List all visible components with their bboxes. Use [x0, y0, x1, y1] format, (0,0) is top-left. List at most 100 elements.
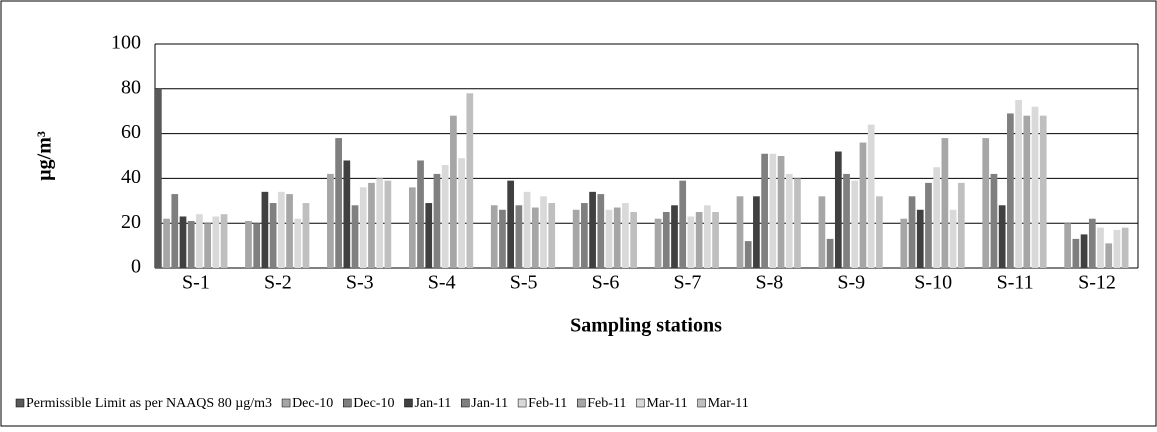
y-tick-label: 20 — [121, 211, 141, 233]
bar — [712, 212, 719, 268]
bar — [1121, 227, 1129, 268]
bar — [384, 180, 392, 268]
bar — [982, 138, 990, 268]
bar — [490, 205, 498, 268]
bar — [515, 205, 523, 268]
bar — [548, 203, 556, 268]
bar — [1039, 115, 1047, 269]
bar — [925, 182, 932, 268]
bar — [761, 153, 768, 268]
bar — [630, 212, 637, 268]
legend-label: Mar-11 — [708, 396, 749, 411]
legend-swatch — [343, 398, 352, 408]
bar — [351, 205, 359, 268]
bar — [876, 196, 883, 268]
bar — [605, 209, 613, 268]
bar — [597, 194, 605, 268]
bar — [425, 203, 433, 268]
bar — [826, 238, 834, 268]
bar — [269, 203, 277, 268]
bar — [343, 160, 351, 268]
bar — [687, 216, 695, 268]
bar — [368, 182, 375, 268]
x-tick-label: S-2 — [264, 272, 292, 294]
bar — [204, 223, 211, 268]
bar — [277, 191, 285, 268]
legend-swatch — [15, 398, 25, 408]
legend-swatch — [697, 398, 706, 408]
bar — [671, 205, 678, 268]
legend-swatch — [636, 398, 645, 408]
bar — [916, 209, 924, 268]
x-tick-label: S-8 — [755, 272, 783, 294]
legend-swatch — [404, 398, 413, 408]
bar — [695, 212, 703, 268]
bar — [654, 218, 662, 268]
bar — [466, 93, 474, 268]
bar — [777, 156, 785, 268]
legend-label: Jan-11 — [414, 396, 451, 411]
x-tick-label: S-11 — [997, 272, 1034, 294]
x-tick-label: S-1 — [182, 272, 210, 294]
legend-label: Dec-10 — [292, 396, 333, 411]
bar — [1088, 218, 1096, 268]
bar — [662, 212, 670, 268]
bar — [171, 194, 179, 268]
bar — [499, 209, 506, 268]
bar — [261, 191, 269, 268]
bar — [736, 196, 744, 268]
legend-swatch — [577, 398, 586, 408]
bar — [327, 173, 334, 268]
bar — [957, 182, 965, 268]
bar — [1105, 243, 1113, 268]
bar — [212, 216, 220, 268]
bar — [769, 153, 777, 268]
bar — [744, 241, 752, 268]
bar — [196, 214, 203, 268]
bar — [703, 205, 711, 268]
bar — [843, 173, 850, 268]
legend-swatch — [281, 398, 291, 408]
bar — [867, 124, 875, 268]
bar — [589, 191, 596, 268]
bar — [302, 203, 310, 268]
bar — [507, 180, 515, 268]
bar — [1080, 234, 1088, 268]
bar — [408, 187, 416, 268]
bar — [1072, 238, 1080, 268]
x-tick-label: S-3 — [346, 272, 374, 294]
bar — [540, 196, 547, 268]
bar — [220, 214, 228, 268]
x-tick-label: S-5 — [510, 272, 538, 294]
x-tick-label: S-6 — [592, 272, 620, 294]
legend-label: Mar-11 — [646, 396, 687, 411]
bar — [1015, 100, 1022, 268]
bar — [908, 196, 916, 268]
legend-label: Dec-10 — [353, 396, 394, 411]
bar — [359, 187, 367, 268]
legend-label: Jan-11 — [471, 396, 508, 411]
y-tick-label: 80 — [121, 76, 141, 98]
bar — [933, 167, 941, 268]
bar — [433, 173, 441, 268]
bar — [1064, 223, 1072, 268]
bar — [859, 142, 867, 268]
bar — [179, 216, 187, 268]
bar — [450, 115, 457, 269]
bar — [818, 196, 826, 268]
bar — [187, 220, 195, 268]
y-tick-label: 100 — [111, 32, 141, 54]
y-tick-label: 0 — [131, 256, 141, 278]
bar — [441, 164, 449, 268]
bar — [949, 209, 957, 268]
bar — [900, 218, 908, 268]
y-tick-label: 60 — [121, 121, 141, 143]
bar — [622, 203, 629, 268]
bar — [834, 151, 842, 268]
bar — [335, 138, 342, 268]
bar — [1097, 227, 1104, 268]
bar — [376, 178, 384, 268]
legend-swatch — [461, 398, 470, 408]
legend-label: Feb-11 — [587, 396, 626, 411]
bar — [1023, 115, 1031, 269]
